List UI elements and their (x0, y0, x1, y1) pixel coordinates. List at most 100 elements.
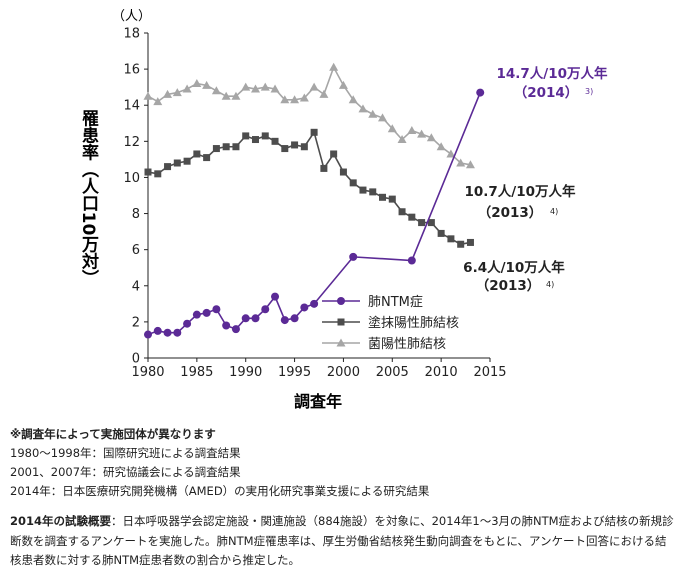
y-tick-label: 10 (123, 171, 140, 186)
data-point (281, 145, 289, 153)
data-point (457, 240, 465, 248)
data-point (280, 316, 289, 325)
data-point (183, 319, 192, 328)
data-point (144, 330, 152, 339)
data-point (417, 129, 427, 138)
data-point (261, 132, 269, 140)
incidence-chart: 0 2 4 6 8 10 12 14 16 18 1980 1985 1990 1995 2000 2005 2… (78, 9, 608, 411)
x-tick-label: 1990 (229, 365, 262, 380)
data-point (251, 314, 260, 323)
data-point (192, 310, 201, 319)
legend-label: 塗抹陽性肺結核 (368, 315, 459, 331)
data-point (153, 97, 163, 106)
data-point (427, 219, 435, 227)
legend-marker (337, 318, 345, 326)
data-point (173, 328, 182, 337)
notes-line: 2001、2007年：研究協議会による調査結果 (10, 465, 241, 479)
data-point (153, 326, 162, 335)
data-point (202, 80, 212, 89)
series-circle (144, 88, 485, 339)
data-point (407, 126, 417, 134)
data-point (446, 149, 456, 158)
y-axis-label: 罹患率（人口10万対） (78, 110, 100, 287)
annotation-smear-value: 6.4人/10万人年 (463, 259, 565, 276)
annotation-ntm-year: （2014） (514, 85, 579, 101)
y-tick-label: 6 (132, 243, 140, 258)
data-point (476, 88, 485, 97)
data-point (379, 193, 387, 201)
data-point (348, 95, 358, 104)
data-point (368, 109, 378, 118)
notes-line: 1980〜1998年：国際研究班による調査結果 (10, 446, 241, 460)
legend-label: 肺NTM症 (368, 295, 423, 310)
data-point (271, 292, 280, 301)
data-point (222, 321, 231, 330)
data-point (426, 133, 436, 142)
annotation-ntm-ref: 3) (585, 87, 593, 96)
y-tick-label: 0 (132, 352, 140, 367)
data-point (232, 143, 240, 151)
series-line (147, 65, 471, 166)
data-point (251, 136, 259, 144)
data-point (182, 84, 192, 93)
data-point (418, 219, 426, 227)
data-point (250, 84, 260, 93)
data-point (398, 208, 406, 216)
data-point (408, 213, 416, 221)
data-point (339, 168, 347, 176)
data-point (466, 238, 474, 246)
y-tick-label: 2 (132, 315, 140, 330)
x-tick-label: 2000 (327, 365, 360, 380)
data-point (358, 104, 368, 113)
data-point (436, 142, 446, 151)
x-tick-label: 1995 (278, 365, 311, 380)
data-point (397, 135, 407, 144)
data-point (192, 79, 202, 88)
study-summary-text: ：日本呼吸器学会認定施設・関連施設（884施設）を対象に、2014年1〜3月の肺… (10, 514, 674, 567)
x-tick-label: 1980 (131, 365, 164, 380)
y-tick-label: 8 (132, 207, 140, 222)
data-point (338, 80, 348, 89)
study-summary: 2014年の試験概要：日本呼吸器学会認定施設・関連施設（884施設）を対象に、2… (10, 512, 674, 571)
x-tick-label: 2015 (473, 365, 506, 380)
x-tick-label: 2010 (425, 365, 458, 380)
data-point (329, 62, 339, 71)
data-point (242, 132, 250, 140)
y-tick-label: 16 (123, 63, 140, 78)
y-axis-unit: （人） (112, 9, 151, 24)
notes-line: 2014年：日本医療研究開発機構（AMED）の実用化研究事業支援による研究結果 (10, 484, 430, 498)
annotation-bacteria-value: 10.7人/10万人年 (464, 183, 576, 200)
data-point (203, 154, 211, 162)
data-point (369, 188, 377, 196)
x-tick-label: 2005 (376, 365, 409, 380)
data-point (260, 82, 270, 91)
series-layer (143, 62, 485, 339)
data-point (183, 157, 191, 165)
annotation-bacteria-ref: 4) (550, 207, 558, 216)
data-point (378, 113, 388, 122)
data-point (212, 305, 221, 314)
data-point (261, 305, 270, 314)
x-axis-label: 調査年 (294, 392, 342, 411)
legend-marker (336, 338, 346, 347)
data-point (202, 308, 211, 317)
data-point (270, 84, 280, 93)
data-point (163, 328, 172, 337)
data-point (173, 159, 181, 167)
data-point (290, 95, 300, 104)
data-point (144, 168, 152, 176)
axes: 0 2 4 6 8 10 12 14 16 18 1980 1985 1990 1995 2000 2005 2… (123, 27, 506, 381)
annotation-ntm-value: 14.7人/10万人年 (496, 65, 608, 82)
data-point (211, 86, 221, 95)
legend-marker (337, 297, 345, 305)
data-point (349, 252, 358, 261)
series-square (144, 128, 474, 248)
data-point (349, 179, 357, 187)
annotation-bacteria-year: （2013） (478, 205, 543, 221)
data-point (193, 150, 201, 158)
legend-label: 菌陽性肺結核 (368, 337, 446, 352)
data-point (143, 91, 153, 100)
x-tick-label: 1985 (180, 365, 213, 380)
series-line (147, 130, 471, 246)
